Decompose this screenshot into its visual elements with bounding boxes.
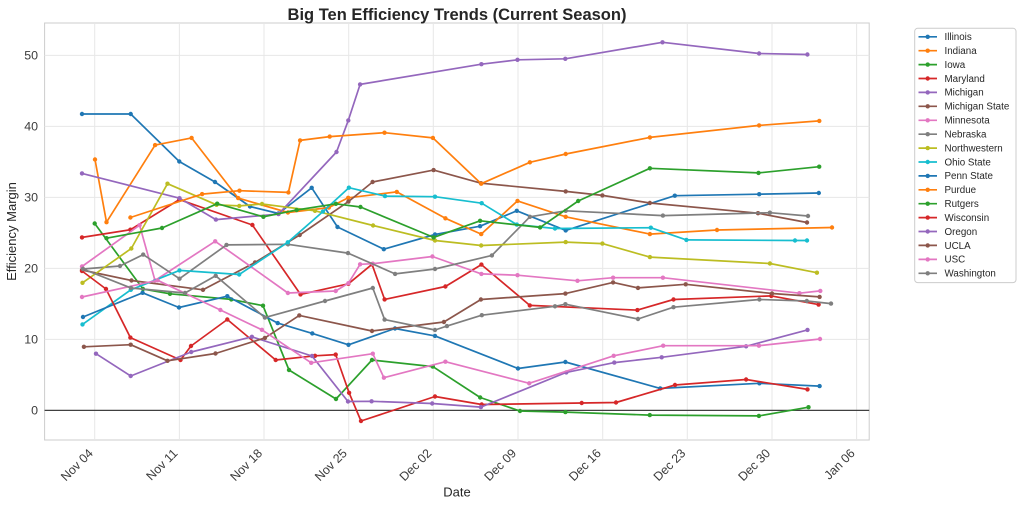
svg-text:Washington: Washington [945,269,996,280]
svg-text:USC: USC [945,255,966,266]
svg-text:20: 20 [24,262,38,276]
svg-text:Minnesota: Minnesota [945,116,991,127]
svg-text:10: 10 [24,333,38,347]
svg-text:0: 0 [31,404,38,418]
svg-text:Purdue: Purdue [945,185,977,196]
svg-text:Nebraska: Nebraska [945,130,987,141]
svg-text:30: 30 [24,191,38,205]
svg-text:Indiana: Indiana [945,46,978,57]
svg-text:Northwestern: Northwestern [945,143,1003,154]
svg-text:Maryland: Maryland [945,74,985,85]
svg-text:Date: Date [443,484,470,499]
svg-text:Efficiency Margin: Efficiency Margin [4,182,19,281]
svg-text:Penn State: Penn State [945,171,994,182]
svg-text:Michigan State: Michigan State [945,102,1010,113]
svg-text:Oregon: Oregon [945,227,978,238]
svg-text:Rutgers: Rutgers [945,199,979,210]
svg-text:Ohio State: Ohio State [945,157,992,168]
svg-text:Michigan: Michigan [945,88,984,99]
svg-text:40: 40 [24,120,38,134]
svg-text:Illinois: Illinois [945,32,972,43]
svg-text:Wisconsin: Wisconsin [945,213,990,224]
svg-text:50: 50 [24,49,38,63]
svg-text:UCLA: UCLA [945,241,972,252]
svg-text:Iowa: Iowa [945,60,966,71]
svg-text:Big Ten Efficiency Trends (Cur: Big Ten Efficiency Trends (Current Seaso… [288,6,627,24]
